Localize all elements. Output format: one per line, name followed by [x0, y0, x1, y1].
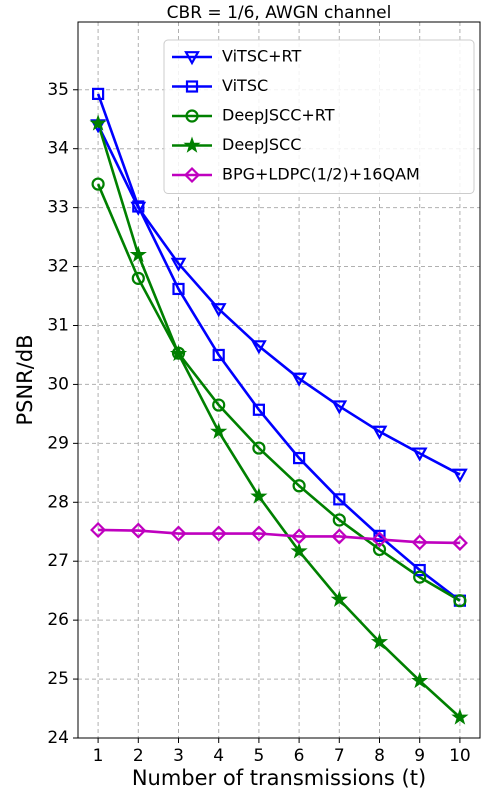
x-tick-label: 10 — [449, 746, 471, 766]
x-tick-label: 7 — [334, 746, 345, 766]
x-tick-label: 3 — [173, 746, 184, 766]
marker — [212, 348, 225, 362]
marker — [210, 303, 227, 318]
marker — [251, 340, 267, 355]
y-tick-label: 25 — [47, 669, 69, 689]
marker — [413, 563, 426, 577]
y-tick-label: 28 — [47, 492, 69, 512]
y-tick-label: 27 — [47, 551, 69, 571]
legend-label: DeepJSCC+RT — [222, 106, 335, 125]
marker — [413, 570, 427, 584]
plot-frame — [77, 21, 481, 739]
marker — [132, 200, 145, 213]
marker — [252, 403, 265, 416]
series-line — [96, 93, 461, 602]
marker — [184, 51, 200, 66]
marker — [411, 671, 429, 689]
marker — [185, 109, 199, 123]
marker — [332, 513, 346, 527]
y-tick-label: 34 — [47, 139, 69, 159]
series-line — [96, 122, 461, 719]
marker — [453, 594, 467, 608]
y-tick-label: 35 — [47, 80, 69, 100]
marker — [91, 87, 105, 100]
y-tick-label: 32 — [47, 257, 69, 277]
y-tick-label: 33 — [47, 198, 69, 218]
x-tick-label: 4 — [213, 746, 224, 766]
marker — [131, 271, 145, 285]
marker — [331, 528, 348, 545]
x-tick-label: 9 — [414, 746, 425, 766]
marker — [370, 632, 389, 650]
marker — [291, 372, 307, 387]
x-axis-label: Number of transmissions (t) — [132, 766, 426, 790]
marker — [293, 451, 306, 465]
marker — [452, 468, 468, 483]
marker — [372, 542, 387, 557]
marker — [371, 531, 388, 548]
legend-label: DeepJSCC — [222, 135, 301, 154]
marker — [90, 521, 107, 539]
marker — [170, 257, 187, 272]
marker — [331, 400, 348, 415]
marker — [373, 529, 386, 542]
x-tick-label: 6 — [294, 746, 305, 766]
marker — [371, 425, 388, 440]
marker — [129, 245, 147, 263]
series-line — [96, 183, 461, 602]
marker — [292, 479, 306, 493]
y-tick-label: 31 — [47, 315, 69, 335]
marker — [290, 542, 308, 559]
marker — [411, 447, 428, 462]
series-line — [96, 124, 461, 476]
legend-label: ViTSC+RT — [222, 47, 302, 66]
marker — [91, 177, 105, 191]
marker — [333, 493, 346, 506]
x-tick-label: 1 — [93, 746, 104, 766]
marker — [451, 534, 468, 551]
x-tick-label: 5 — [253, 746, 264, 766]
chart-title: CBR = 1/6, AWGN channel — [167, 3, 392, 23]
marker — [451, 708, 469, 725]
marker — [210, 525, 227, 542]
marker — [250, 487, 268, 504]
marker — [169, 344, 188, 362]
marker — [252, 441, 266, 455]
marker — [130, 522, 147, 539]
y-tick-label: 24 — [47, 728, 69, 748]
legend-box — [163, 39, 475, 194]
x-tick-label: 8 — [374, 746, 385, 766]
marker — [210, 422, 228, 439]
marker — [172, 282, 185, 296]
marker — [330, 590, 348, 607]
marker — [212, 398, 226, 412]
marker — [185, 80, 199, 93]
marker — [411, 534, 428, 551]
y-tick-label: 30 — [47, 374, 69, 394]
marker — [183, 136, 201, 153]
y-axis-label: PSNR/dB — [13, 334, 37, 425]
legend-label: BPG+LDPC(1/2)+16QAM — [222, 165, 420, 184]
marker — [89, 114, 107, 131]
y-tick-label: 26 — [47, 610, 69, 630]
legend-label: ViTSC — [222, 76, 268, 95]
series-line — [98, 528, 460, 545]
marker — [130, 201, 147, 216]
y-tick-label: 29 — [47, 433, 69, 453]
marker — [291, 528, 308, 545]
marker — [170, 525, 187, 542]
x-tick-label: 2 — [133, 746, 144, 766]
marker — [183, 166, 201, 184]
marker — [250, 525, 267, 542]
